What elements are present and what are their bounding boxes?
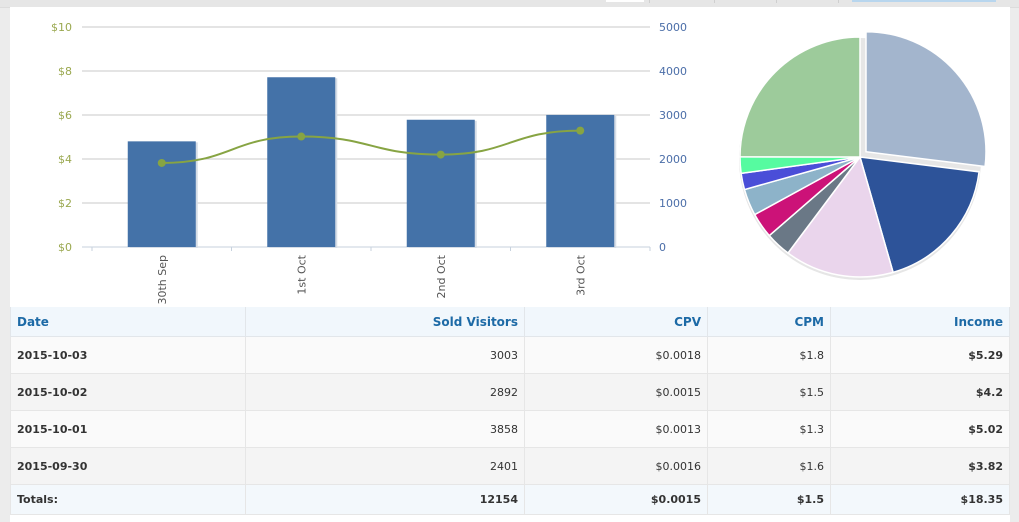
pie-slice [786,155,895,278]
charts-area: $0 $2 $4 $6 $8 $10 0 1000 2000 3000 4000 5000 30th… [51,21,987,305]
x-tick-label: 2nd Oct [435,254,448,298]
left-axis: $0 $2 $4 $6 $8 $10 [51,21,72,254]
left-tick-label: $4 [58,153,72,166]
left-tick-label: $0 [58,241,72,254]
income-point [297,132,306,141]
cell-date: 2015-10-02 [10,373,246,411]
bar [267,77,336,247]
cell-cpm: $1.3 [707,410,831,448]
tab-separator [776,0,777,3]
x-tick-label: 30th Sep [156,255,169,305]
right-tick-label: 4000 [659,65,687,78]
table-row: 2015-10-03 3003 $0.0018 $1.8 $5.29 [10,336,1010,374]
cell-income: $3.82 [830,447,1010,485]
header-sold-visitors[interactable]: Sold Visitors [245,307,525,337]
left-tick-label: $10 [51,21,72,34]
cell-cpv: $0.0018 [524,336,708,374]
cell-visitors: 2892 [245,373,525,411]
left-tick-label: $8 [58,65,72,78]
active-tab[interactable] [852,0,996,2]
totals-label: Totals: [10,484,246,515]
income-line-path [161,129,581,164]
table-row: 2015-09-30 2401 $0.0016 $1.6 $3.82 [10,447,1010,485]
income-point [157,158,166,167]
right-tick-label: 1000 [659,197,687,210]
left-tick-label: $6 [58,109,72,122]
totals-cpv: $0.0015 [524,484,708,515]
cell-income: $5.02 [830,410,1010,448]
bar [127,141,196,247]
table-row: 2015-10-01 3858 $0.0013 $1.3 $5.02 [10,410,1010,448]
cell-visitors: 3003 [245,336,525,374]
tab-separator [649,0,650,3]
header-income[interactable]: Income [830,307,1010,337]
bar [546,114,615,247]
income-point [576,126,585,135]
income-point [436,150,445,159]
x-tick-label: 1st Oct [295,254,308,294]
x-axis: 30th Sep 1st Oct 2nd Oct 3rd Oct [156,254,588,304]
cell-visitors: 2401 [245,447,525,485]
right-axis: 0 1000 2000 3000 4000 5000 [659,21,687,254]
cell-cpm: $1.6 [707,447,831,485]
totals-visitors: 12154 [245,484,525,515]
pie-slice [739,36,861,158]
header-cpm[interactable]: CPM [707,307,831,337]
tab-separator [838,0,839,3]
bars [127,77,617,248]
table-row: 2015-10-02 2892 $0.0015 $1.5 $4.2 [10,373,1010,411]
left-tick-label: $2 [58,197,72,210]
right-tick-label: 0 [659,241,666,254]
cell-date: 2015-09-30 [10,447,246,485]
cell-cpv: $0.0015 [524,373,708,411]
cell-visitors: 3858 [245,410,525,448]
right-tick-label: 3000 [659,109,687,122]
totals-cpm: $1.5 [707,484,831,515]
stats-table: Date Sold Visitors CPV CPM Income 2015-1… [10,307,1010,515]
cell-income: $5.29 [830,336,1010,374]
header-cpv[interactable]: CPV [524,307,708,337]
cell-cpm: $1.5 [707,373,831,411]
x-tick-label: 3rd Oct [574,254,587,296]
bar [406,119,475,247]
cell-cpv: $0.0016 [524,447,708,485]
cell-income: $4.2 [830,373,1010,411]
cell-cpv: $0.0013 [524,410,708,448]
totals-income: $18.35 [830,484,1010,515]
cell-date: 2015-10-03 [10,336,246,374]
cell-date: 2015-10-01 [10,410,246,448]
tab-separator [714,0,715,3]
pie-chart [739,30,987,280]
right-tick-label: 2000 [659,153,687,166]
pie-slice [858,156,980,274]
right-tick-label: 5000 [659,21,687,34]
table-header-row: Date Sold Visitors CPV CPM Income [10,307,1010,337]
header-date[interactable]: Date [10,307,246,337]
tab-indicator[interactable] [606,0,644,2]
income-line [157,126,585,167]
pie-slice [865,30,987,168]
cell-cpm: $1.8 [707,336,831,374]
totals-row: Totals: 12154 $0.0015 $1.5 $18.35 [10,484,1010,515]
